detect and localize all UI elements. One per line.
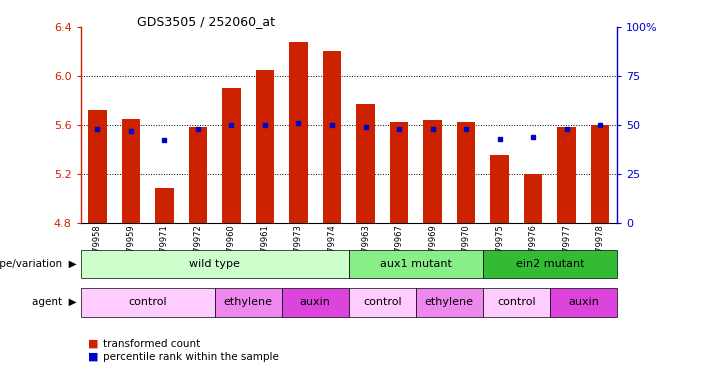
Text: ethylene: ethylene	[224, 297, 273, 308]
Bar	[557, 127, 576, 223]
Bar	[81, 288, 215, 317]
Bar	[215, 288, 282, 317]
Bar	[290, 41, 308, 223]
Text: genotype/variation  ▶: genotype/variation ▶	[0, 259, 77, 269]
Text: ethylene: ethylene	[425, 297, 474, 308]
Text: ■: ■	[88, 339, 98, 349]
Text: ein2 mutant: ein2 mutant	[516, 259, 584, 269]
Text: GDS3505 / 252060_at: GDS3505 / 252060_at	[137, 15, 275, 28]
Bar	[356, 104, 375, 223]
Bar	[349, 288, 416, 317]
Text: aux1 mutant: aux1 mutant	[380, 259, 451, 269]
Text: control: control	[128, 297, 167, 308]
Bar	[416, 288, 483, 317]
Bar	[550, 288, 617, 317]
Text: auxin: auxin	[300, 297, 331, 308]
Bar	[423, 120, 442, 223]
Text: transformed count: transformed count	[103, 339, 200, 349]
Bar	[81, 250, 349, 278]
Text: percentile rank within the sample: percentile rank within the sample	[103, 352, 279, 362]
Bar	[457, 122, 475, 223]
Text: wild type: wild type	[189, 259, 240, 269]
Bar	[322, 51, 341, 223]
Text: agent  ▶: agent ▶	[32, 297, 77, 308]
Bar	[591, 125, 609, 223]
Bar	[483, 288, 550, 317]
Bar	[491, 156, 509, 223]
Bar	[189, 127, 207, 223]
Bar	[222, 88, 240, 223]
Text: control: control	[497, 297, 536, 308]
Text: control: control	[363, 297, 402, 308]
Bar	[88, 110, 107, 223]
Bar	[390, 122, 408, 223]
Bar	[256, 70, 274, 223]
Bar	[349, 250, 483, 278]
Text: auxin: auxin	[568, 297, 599, 308]
Bar	[122, 119, 140, 223]
Bar	[282, 288, 349, 317]
Bar	[524, 174, 543, 223]
Bar	[483, 250, 617, 278]
Bar	[155, 189, 174, 223]
Text: ■: ■	[88, 352, 98, 362]
